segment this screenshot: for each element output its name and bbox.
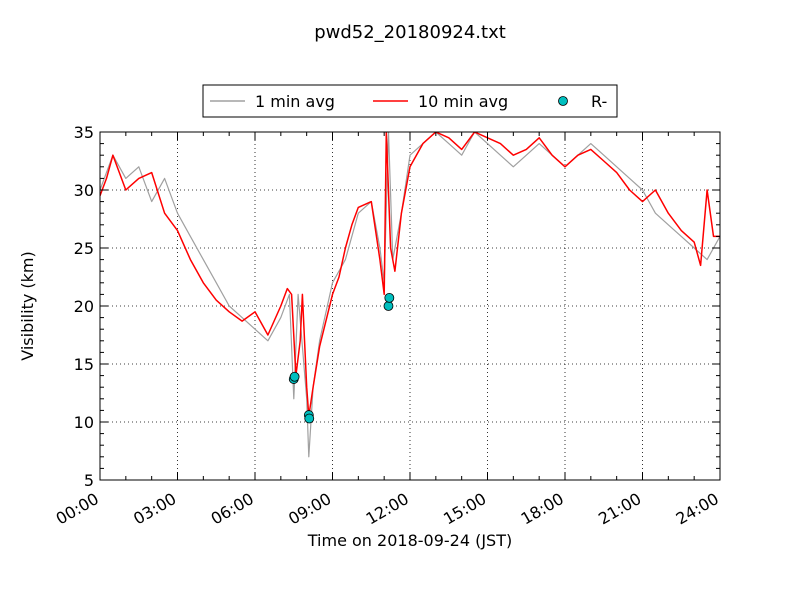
y-tick-label: 30 — [74, 181, 94, 200]
y-tick-label: 20 — [74, 297, 94, 316]
legend-box — [202, 84, 618, 118]
plot-area — [100, 132, 720, 458]
rain-marker — [304, 413, 315, 424]
y-tick-label: 10 — [74, 413, 94, 432]
x-axis-label: Time on 2018-09-24 (JST) — [307, 531, 512, 550]
legend-label-rain: R- — [591, 92, 607, 111]
grid — [100, 132, 720, 480]
y-axis-label: Visibility (km) — [18, 251, 37, 360]
series-line-0 — [100, 132, 720, 458]
y-tick-label: 35 — [74, 123, 94, 142]
rain-marker — [289, 371, 300, 382]
legend-label-1min: 1 min avg — [255, 92, 335, 111]
y-tick-label: 25 — [74, 239, 94, 258]
legend: 1 min avg 10 min avg R- — [202, 84, 618, 118]
y-tick-label: 5 — [84, 471, 94, 490]
legend-marker-rain — [558, 96, 568, 106]
legend-label-10min: 10 min avg — [418, 92, 508, 111]
series-line-1 — [100, 132, 720, 417]
y-tick-label: 15 — [74, 355, 94, 374]
rain-marker — [384, 292, 395, 303]
chart-title: pwd52_20180924.txt — [314, 22, 506, 43]
rain-marker — [383, 301, 394, 311]
ticks — [99, 131, 721, 481]
